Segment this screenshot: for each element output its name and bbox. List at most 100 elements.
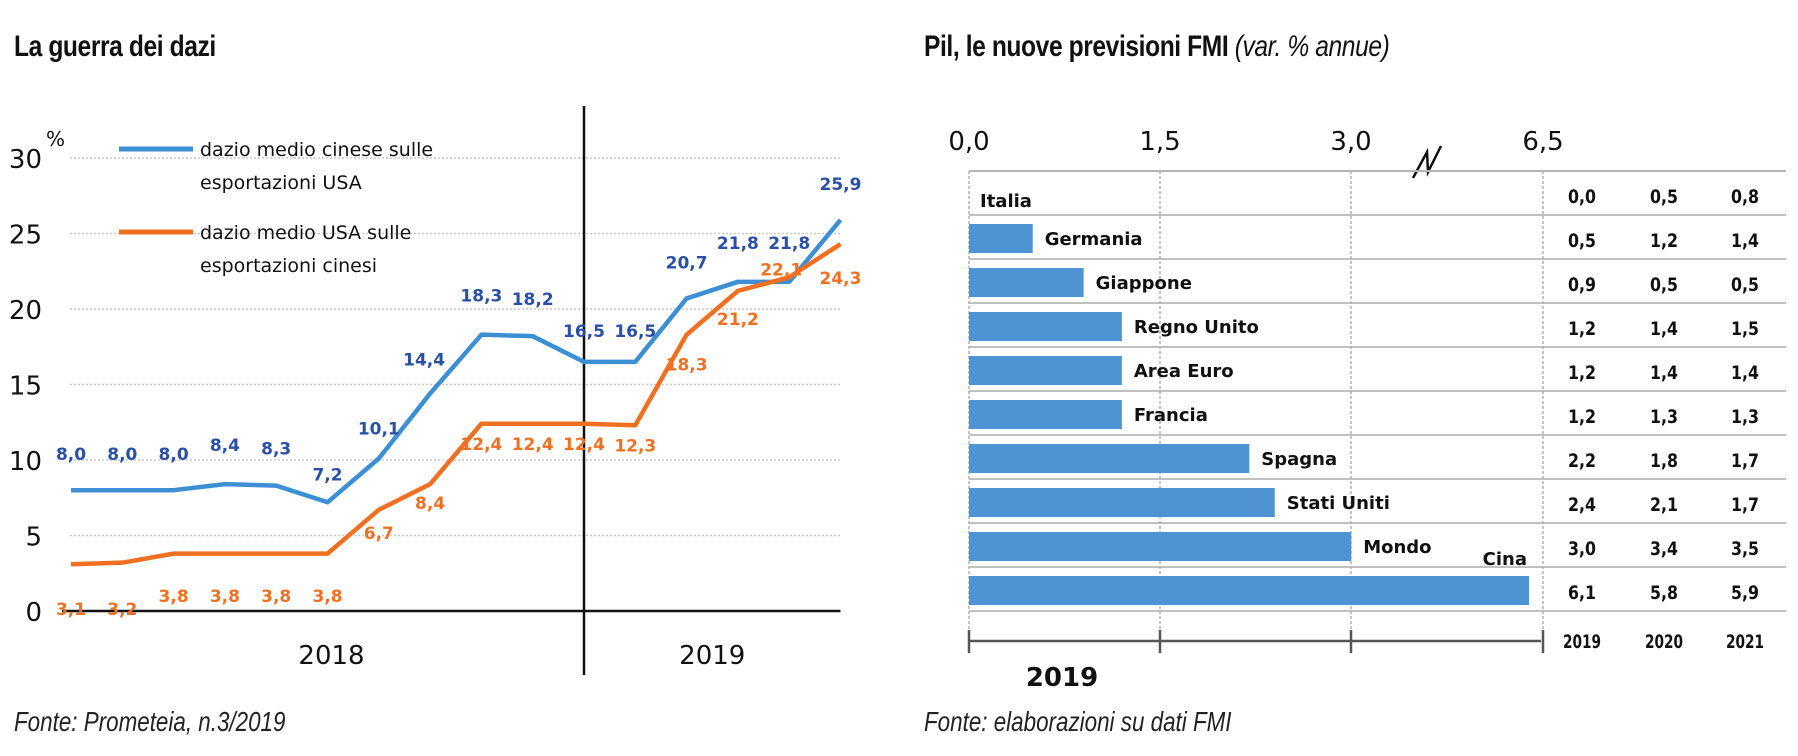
y-tick-label: 30 xyxy=(9,145,42,175)
table-cell: 0,5 xyxy=(1568,230,1596,252)
table-cell: 1,4 xyxy=(1731,362,1759,384)
data-label: 3,8 xyxy=(159,587,189,607)
table-column-header: 2021 xyxy=(1726,631,1764,653)
table-cell: 1,2 xyxy=(1650,230,1678,252)
y-tick-label: 0 xyxy=(25,598,42,628)
x-tick-label: 0,0 xyxy=(948,127,989,157)
bar-francia xyxy=(969,400,1122,429)
x-tick-label: 6,5 xyxy=(1522,127,1563,157)
table-cell: 0,5 xyxy=(1650,274,1678,296)
table-cell: 5,9 xyxy=(1731,582,1759,604)
data-label: 8,0 xyxy=(159,445,189,465)
data-label: 16,5 xyxy=(614,322,656,342)
right-chart-title-text: Pil, le nuove previsioni FMI xyxy=(924,30,1229,63)
legend-label: dazio medio cinese sulle xyxy=(200,139,433,161)
y-tick-label: 10 xyxy=(9,447,42,477)
category-label: Giappone xyxy=(1096,273,1192,294)
table-column-header: 2020 xyxy=(1645,631,1683,653)
left-chart-source: Fonte: Prometeia, n.3/2019 xyxy=(14,706,286,737)
right-chart-source: Fonte: elaborazioni su dati FMI xyxy=(924,706,1232,737)
bar-area-euro xyxy=(969,356,1122,385)
x-tick-label: 1,5 xyxy=(1139,127,1180,157)
bar-giappone xyxy=(969,268,1084,297)
category-label: Regno Unito xyxy=(1134,317,1259,338)
data-label: 10,1 xyxy=(358,419,400,439)
y-tick-label: 25 xyxy=(9,221,42,251)
data-label: 6,7 xyxy=(364,524,394,544)
category-label: Cina xyxy=(1483,549,1527,570)
category-label: Stati Uniti xyxy=(1287,493,1390,514)
category-label: Area Euro xyxy=(1134,361,1234,382)
data-label: 3,8 xyxy=(210,587,240,607)
data-label: 20,7 xyxy=(666,253,708,273)
left-chart-title-text: La guerra dei dazi xyxy=(14,30,216,63)
data-label: 8,3 xyxy=(261,440,291,460)
table-cell: 0,9 xyxy=(1568,274,1596,296)
period-label-2018: 2018 xyxy=(298,641,364,671)
data-label: 3,8 xyxy=(312,587,342,607)
data-label: 21,8 xyxy=(717,234,759,254)
data-label: 21,8 xyxy=(768,234,810,254)
table-cell: 2,4 xyxy=(1568,494,1596,516)
table-cell: 1,3 xyxy=(1731,406,1759,428)
data-label: 12,3 xyxy=(614,436,656,456)
gdp-bar-chart: 0,0 1,5 3,0 6,5 2019 Italia Germania Giappone Re… xyxy=(948,127,1786,693)
bar-mondo xyxy=(969,532,1352,561)
table-column-header: 2019 xyxy=(1563,631,1601,653)
data-label: 8,0 xyxy=(107,445,137,465)
data-label: 12,4 xyxy=(460,435,502,455)
left-chart-title: La guerra dei dazi xyxy=(14,30,216,64)
data-label: 21,2 xyxy=(717,310,759,330)
table-cell: 1,5 xyxy=(1731,318,1759,340)
table-cell: 0,0 xyxy=(1568,186,1596,208)
data-label: 25,9 xyxy=(820,175,862,195)
data-label: 12,4 xyxy=(512,435,554,455)
table-cell: 3,0 xyxy=(1568,538,1596,560)
right-chart-title: Pil, le nuove previsioni FMI (var. % ann… xyxy=(924,30,1390,64)
table-cell: 1,2 xyxy=(1568,406,1596,428)
legend-label: esportazioni cinesi xyxy=(200,255,377,277)
bar-regno-unito xyxy=(969,312,1122,341)
table-cell: 2,2 xyxy=(1568,450,1596,472)
data-label: 18,3 xyxy=(666,356,708,376)
table-cell: 1,4 xyxy=(1650,362,1678,384)
bar-spagna xyxy=(969,444,1250,473)
table-cell: 0,5 xyxy=(1731,274,1759,296)
bar-germania xyxy=(969,224,1033,253)
table-cell: 2,1 xyxy=(1650,494,1678,516)
table-cell: 1,2 xyxy=(1568,362,1596,384)
table-cell: 0,8 xyxy=(1731,186,1759,208)
bar-stati-uniti xyxy=(969,488,1275,517)
data-label: 8,4 xyxy=(415,494,445,514)
series-line-china-tariff xyxy=(71,218,843,505)
table-cell: 1,2 xyxy=(1568,318,1596,340)
data-label: 22,1 xyxy=(760,260,802,280)
table-cell: 6,1 xyxy=(1568,582,1596,604)
table-cell: 3,4 xyxy=(1650,538,1678,560)
table-cell: 1,7 xyxy=(1731,450,1759,472)
category-label: Spagna xyxy=(1261,449,1337,470)
tariff-line-chart: 0 5 10 15 20 25 30% 2018 2019 dazio medio cinese … xyxy=(9,106,862,675)
y-tick-label: 15 xyxy=(9,372,42,402)
data-label: 7,2 xyxy=(312,465,342,485)
data-label: 12,4 xyxy=(563,435,605,455)
data-label: 8,4 xyxy=(210,436,240,456)
y-tick-label: 20 xyxy=(9,296,42,326)
table-cell: 1,4 xyxy=(1731,230,1759,252)
category-label: Francia xyxy=(1134,405,1208,426)
legend-label: dazio medio USA sulle xyxy=(200,222,411,244)
data-label: 14,4 xyxy=(403,351,445,371)
bar-cina xyxy=(969,576,1529,605)
right-chart-subtitle: (var. % annue) xyxy=(1234,30,1390,63)
data-label: 24,3 xyxy=(820,269,862,289)
table-cell: 5,8 xyxy=(1650,582,1678,604)
table-cell: 1,7 xyxy=(1731,494,1759,516)
y-tick-label: 5 xyxy=(25,523,42,553)
table-cell: 1,3 xyxy=(1650,406,1678,428)
category-label: Italia xyxy=(980,191,1032,212)
data-label: 3,8 xyxy=(261,587,291,607)
table-cell: 1,8 xyxy=(1650,450,1678,472)
data-label: 16,5 xyxy=(563,322,605,342)
data-label: 3,2 xyxy=(107,600,137,620)
data-label: 3,1 xyxy=(56,600,86,620)
